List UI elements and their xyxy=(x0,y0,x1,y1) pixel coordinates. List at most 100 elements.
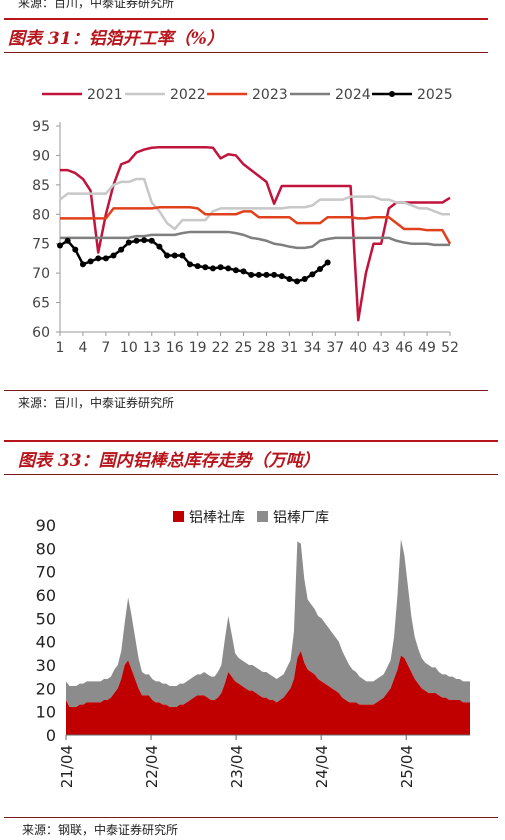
legend-label: 2022 xyxy=(170,87,206,103)
data-point xyxy=(156,243,163,250)
data-point xyxy=(286,276,293,283)
legend-swatch xyxy=(173,511,184,522)
x-tick-label: 1 xyxy=(56,340,65,356)
x-tick-label: 37 xyxy=(326,340,344,356)
data-point xyxy=(125,239,132,246)
data-point xyxy=(225,265,232,272)
figure2-top-divider xyxy=(4,440,498,442)
x-tick-label: 31 xyxy=(280,340,298,356)
figure2-axes: 0 10 20 30 40 50 60 70 80 90 21/04 22/04 23/04 24/04 2… xyxy=(36,516,470,788)
y-tick-label: 95 xyxy=(32,119,50,135)
x-tick-label: 21/04 xyxy=(58,745,76,788)
figure2-title: 图表 33：国内铝棒总库存走势（万吨） xyxy=(18,451,320,471)
data-point xyxy=(64,237,71,244)
x-tick-label: 7 xyxy=(101,340,110,356)
data-point xyxy=(263,271,270,278)
data-point xyxy=(217,264,224,271)
y-tick-label: 10 xyxy=(36,703,56,722)
y-tick-label: 75 xyxy=(32,237,50,253)
y-tick-label: 80 xyxy=(36,539,56,558)
x-tick-label: 46 xyxy=(395,340,413,356)
series-line-2021 xyxy=(60,145,451,322)
figure2-area-chart: 铝棒社库 铝棒厂库 0 10 20 30 40 50 60 70 80 90 21/04 22/04 23… xyxy=(36,510,470,788)
data-point xyxy=(232,267,239,274)
figure1-legend: 2021 2022 2023 2024 2025 xyxy=(42,87,453,103)
data-point xyxy=(171,252,178,259)
y-tick-label: 70 xyxy=(36,563,56,582)
x-tick-label: 4 xyxy=(78,340,87,356)
data-point xyxy=(202,264,209,271)
x-tick-label: 19 xyxy=(189,340,207,356)
y-tick-label: 70 xyxy=(32,266,50,282)
figure2-legend: 铝棒社库 铝棒厂库 xyxy=(173,510,329,526)
x-tick-label: 22/04 xyxy=(143,745,161,788)
figure1-title: 图表 31：铝箔开工率（%） xyxy=(8,29,224,49)
figure1-line-chart: 2021 2022 2023 2024 2025 60 65 70 75 80 85 90 95 1 4 7… xyxy=(32,87,459,356)
data-point xyxy=(278,273,285,280)
x-tick-label: 28 xyxy=(258,340,276,356)
y-tick-label: 85 xyxy=(32,178,50,194)
y-tick-label: 40 xyxy=(36,633,56,652)
data-point xyxy=(110,252,117,259)
y-tick-label: 50 xyxy=(36,609,56,628)
data-point xyxy=(164,252,171,259)
x-tick-label: 34 xyxy=(303,340,321,356)
x-tick-label: 52 xyxy=(441,340,459,356)
data-point xyxy=(317,266,323,273)
data-point xyxy=(309,271,316,278)
x-tick-label: 23/04 xyxy=(228,745,246,788)
data-point xyxy=(95,255,102,262)
figure1-series xyxy=(57,145,452,322)
data-point xyxy=(148,237,155,244)
legend-swatch xyxy=(257,511,268,522)
data-point xyxy=(179,252,186,259)
y-tick-label: 90 xyxy=(36,516,56,535)
data-point xyxy=(240,268,247,275)
data-point xyxy=(271,271,278,278)
top-divider xyxy=(4,18,488,20)
data-point xyxy=(79,261,86,268)
x-tick-label: 16 xyxy=(166,340,184,356)
legend-label: 2024 xyxy=(335,87,371,103)
data-point xyxy=(133,237,140,244)
y-tick-label: 20 xyxy=(36,679,56,698)
area-series-铝棒厂库 xyxy=(66,539,470,707)
y-tick-label: 65 xyxy=(32,296,50,312)
legend-marker xyxy=(389,91,395,97)
legend-label: 铝棒社库 xyxy=(189,510,245,526)
data-point xyxy=(187,261,193,268)
figure2-title-divider xyxy=(4,474,498,475)
legend-label: 铝棒厂库 xyxy=(273,510,329,526)
data-point xyxy=(255,271,262,278)
data-point xyxy=(72,246,79,253)
legend-label: 2021 xyxy=(87,87,123,103)
y-tick-label: 60 xyxy=(32,325,50,341)
data-point xyxy=(194,263,201,270)
area-series-铝棒社库 xyxy=(66,651,470,735)
series-line-2023 xyxy=(60,205,452,245)
x-tick-label: 25/04 xyxy=(398,745,416,788)
x-tick-label: 24/04 xyxy=(313,745,331,788)
data-point xyxy=(248,271,255,278)
x-tick-label: 10 xyxy=(120,340,138,356)
figure2-source-divider xyxy=(4,817,498,818)
x-tick-label: 25 xyxy=(235,340,253,356)
y-tick-label: 90 xyxy=(32,148,50,164)
y-tick-label: 80 xyxy=(32,207,50,223)
y-tick-label: 30 xyxy=(36,656,56,675)
legend-label: 2023 xyxy=(252,87,288,103)
y-tick-label: 60 xyxy=(36,586,56,605)
y-tick-label: 0 xyxy=(46,726,56,745)
data-point xyxy=(87,258,94,265)
data-point xyxy=(209,265,216,272)
data-point xyxy=(57,242,63,249)
x-tick-label: 49 xyxy=(418,340,436,356)
figure1-title-divider xyxy=(4,52,488,53)
figure2-source-text: 来源：钢联，中泰证券研究所 xyxy=(22,823,179,837)
data-point xyxy=(294,278,301,285)
series-line-2024 xyxy=(60,230,450,250)
data-point xyxy=(102,255,109,262)
legend-label: 2025 xyxy=(417,87,453,103)
figure1-axes: 60 65 70 75 80 85 90 95 1 4 7 10 13 16 19 22 25 28 31 34 37 4… xyxy=(32,119,459,356)
x-tick-label: 22 xyxy=(212,340,230,356)
